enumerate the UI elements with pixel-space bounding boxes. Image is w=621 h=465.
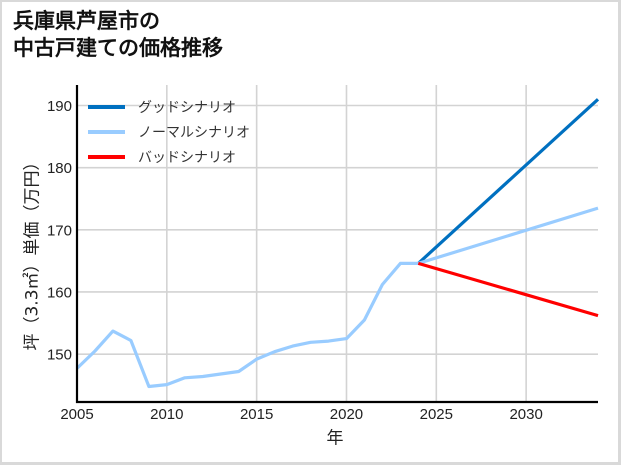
x-axis-label: 年	[326, 428, 344, 449]
x-tick-label: 2015	[240, 406, 273, 423]
x-tick-label: 2025	[420, 406, 453, 423]
legend-item-normal-scenario: ノーマルシナリオ	[88, 119, 250, 144]
legend-label-bad: バッドシナリオ	[138, 149, 236, 166]
data-series	[75, 98, 600, 389]
y-tick-label: 170	[47, 222, 72, 239]
legend-label-normal: ノーマルシナリオ	[138, 124, 250, 141]
legend-swatch-bad	[88, 154, 125, 159]
y-tick-label: 150	[47, 347, 72, 364]
series-line-2	[417, 261, 599, 318]
series-line-1	[75, 206, 599, 389]
x-tick-label: 2010	[150, 406, 183, 423]
tick-labels: 150 160 170 180 190 2005 2010 2015 2020 2025 2030	[47, 98, 543, 423]
legend: グッドシナリオ ノーマルシナリオ バッドシナリオ	[88, 94, 250, 169]
x-tick-label: 2020	[330, 406, 363, 423]
chart-title: 兵庫県芦屋市の 中古戸建ての価格推移	[13, 8, 223, 62]
y-axis-label: 坪（3.3㎡）単価（万円）	[22, 153, 43, 351]
legend-item-good-scenario: グッドシナリオ	[88, 94, 250, 119]
series-line-0	[417, 98, 600, 265]
legend-swatch-good	[88, 104, 125, 109]
legend-swatch-normal	[88, 129, 125, 134]
x-tick-label: 2005	[60, 406, 93, 423]
y-tick-label: 180	[47, 160, 72, 177]
axes	[75, 85, 598, 404]
legend-label-good: グッドシナリオ	[138, 99, 236, 116]
y-tick-label: 190	[47, 98, 72, 115]
chart-title-line-1: 兵庫県芦屋市の	[13, 9, 160, 33]
y-tick-label: 160	[47, 284, 72, 301]
x-tick-label: 2030	[509, 406, 542, 423]
chart-title-line-2: 中古戸建ての価格推移	[13, 36, 223, 60]
legend-item-bad-scenario: バッドシナリオ	[88, 144, 250, 169]
